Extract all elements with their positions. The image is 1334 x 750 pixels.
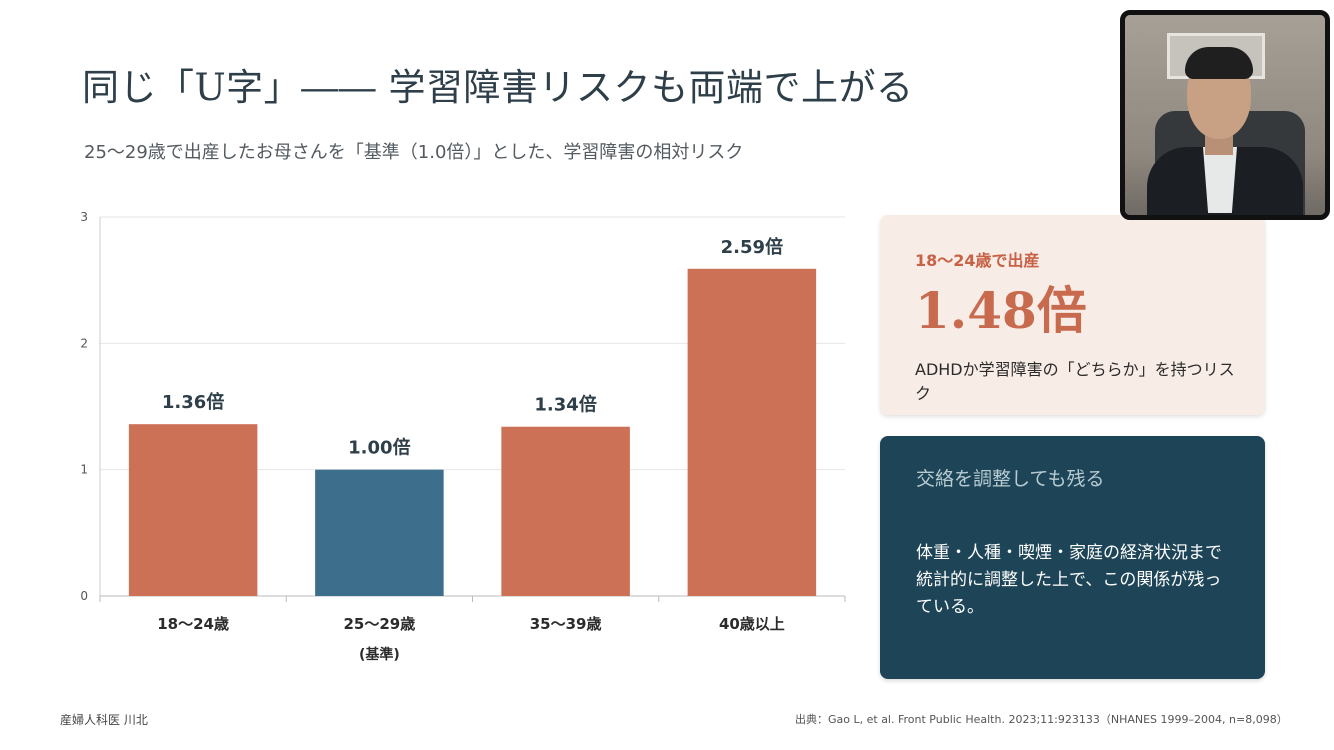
bar-chart: 0 1 2 3 1.36倍 18〜24歳 1.00倍 25〜29歳 (基準) 1.34倍 35〜39… xyxy=(80,210,846,663)
adjustment-card: 交絡を調整しても残る 体重・人種・喫煙・家庭の経済状況まで統計的に調整した上で、… xyxy=(880,436,1265,679)
adjustment-card-body: 体重・人種・喫煙・家庭の経済状況まで統計的に調整した上で、この関係が残っている。 xyxy=(916,543,1222,617)
x-tick-sublabel: (基準) xyxy=(359,646,400,663)
x-tick-label: 40歳以上 xyxy=(719,615,785,633)
x-tick-label: 18〜24歳 xyxy=(157,615,229,633)
presenter-video[interactable] xyxy=(1120,10,1330,220)
highlight-card: 18〜24歳で出産 1.48倍 ADHDか学習障害の「どちらか」を持つリスク xyxy=(880,215,1265,415)
bar-value-label: 2.59倍 xyxy=(721,236,783,258)
bar-value-label: 1.36倍 xyxy=(162,391,224,413)
bar xyxy=(687,268,817,596)
y-tick-label: 1 xyxy=(80,463,88,477)
source-citation: 出典：Gao L, et al. Front Public Health. 20… xyxy=(795,713,1288,726)
highlight-card-description: ADHDか学習障害の「どちらか」を持つリスク xyxy=(915,360,1235,403)
x-tick-label: 35〜39歳 xyxy=(530,615,602,633)
bar xyxy=(501,426,630,596)
y-tick-label: 0 xyxy=(80,589,88,603)
bar xyxy=(315,469,444,596)
slide-title: 同じ「U字」―― 学習障害リスクも両端で上がる xyxy=(82,66,914,109)
adjustment-card-heading: 交絡を調整しても残る xyxy=(916,468,1105,490)
highlight-card-heading: 18〜24歳で出産 xyxy=(915,251,1040,270)
y-tick-label: 3 xyxy=(80,210,88,224)
y-tick-label: 2 xyxy=(80,336,88,350)
slide-subtitle: 25〜29歳で出産したお母さんを「基準（1.0倍）」とした、学習障害の相対リスク xyxy=(84,142,744,163)
presenter-shirt xyxy=(1203,147,1237,213)
presenter-hair xyxy=(1185,47,1253,79)
bar-value-label: 1.34倍 xyxy=(534,394,596,416)
presenter-credit: 産婦人科医 川北 xyxy=(60,713,148,727)
x-tick-label: 25〜29歳 xyxy=(344,615,416,633)
highlight-card-value: 1.48倍 xyxy=(915,281,1087,340)
bar-value-label: 1.00倍 xyxy=(348,437,410,459)
bar xyxy=(128,424,258,596)
